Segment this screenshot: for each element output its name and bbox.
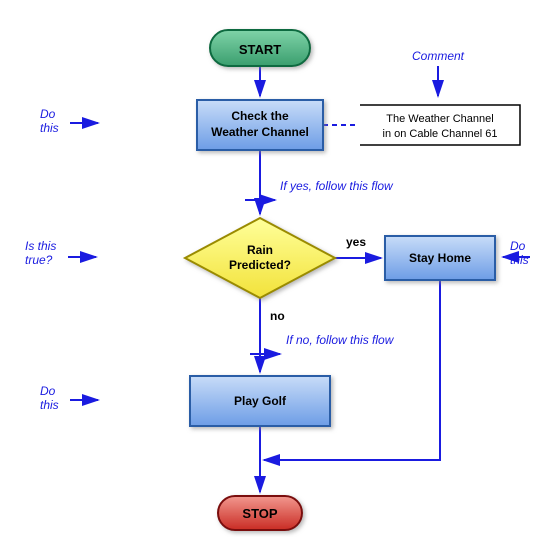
start-label: START <box>239 42 281 57</box>
ann-do-this-2a: Do <box>510 239 526 253</box>
check-label-1: Check the <box>231 109 289 123</box>
decision-label-2: Predicted? <box>229 258 291 272</box>
check-label-2: Weather Channel <box>211 125 309 139</box>
comment-line-2: in on Cable Channel 61 <box>383 128 498 140</box>
node-play-golf: Play Golf <box>190 376 330 426</box>
ann-is-true-1: Is this <box>25 239 56 253</box>
node-comment: The Weather Channel in on Cable Channel … <box>360 105 520 145</box>
node-stay-home: Stay Home <box>385 236 495 280</box>
ann-if-yes: If yes, follow this flow <box>280 179 394 193</box>
no-label: no <box>270 309 285 323</box>
decision-label-1: Rain <box>247 243 273 257</box>
ann-do-this-3a: Do <box>40 384 56 398</box>
node-stop: STOP <box>218 496 302 530</box>
ann-comment: Comment <box>412 49 465 63</box>
comment-line-1: The Weather Channel <box>386 113 493 125</box>
ann-do-this-1b: this <box>40 121 59 135</box>
ann-do-this-3b: this <box>40 398 59 412</box>
ann-do-this-1a: Do <box>40 107 56 121</box>
node-start: START <box>210 30 310 66</box>
node-check-weather: Check the Weather Channel <box>197 100 323 150</box>
yes-label: yes <box>346 235 366 249</box>
ann-if-no: If no, follow this flow <box>286 333 395 347</box>
ann-do-this-2b: this <box>510 253 529 267</box>
stop-label: STOP <box>242 506 277 521</box>
edge-stayhome-merge <box>264 280 440 460</box>
node-decision: Rain Predicted? <box>185 218 335 298</box>
ann-is-true-2: true? <box>25 253 53 267</box>
playgolf-label: Play Golf <box>234 394 287 408</box>
stayhome-label: Stay Home <box>409 251 471 265</box>
flowchart-canvas: START Check the Weather Channel The Weat… <box>0 0 540 560</box>
